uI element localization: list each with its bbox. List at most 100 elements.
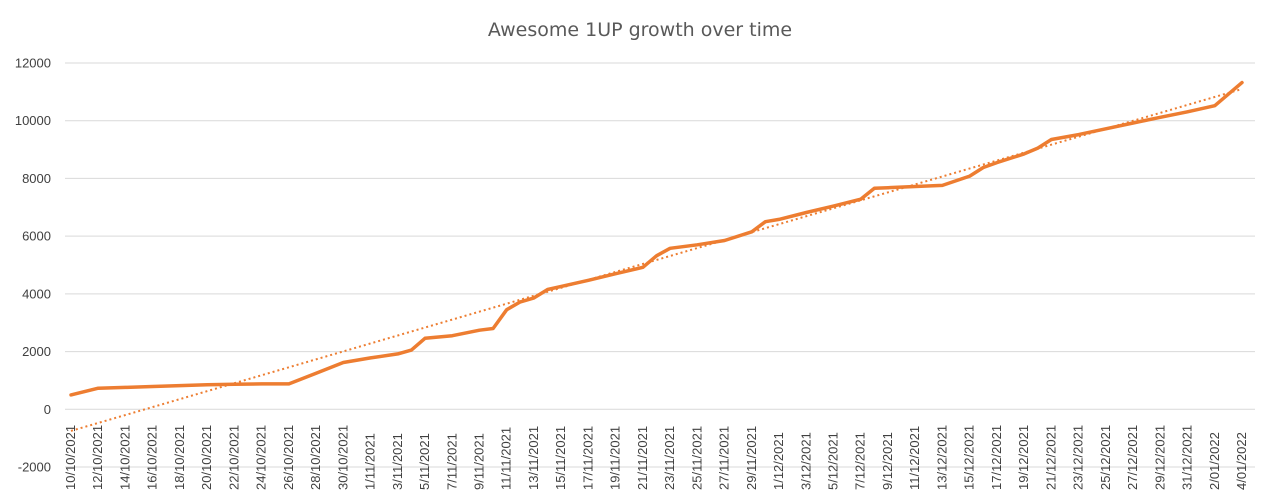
data-point xyxy=(777,218,781,221)
x-tick-label: 5/11/2021 xyxy=(417,433,432,490)
data-point xyxy=(614,272,617,275)
x-tick-label: 17/12/2021 xyxy=(989,425,1004,490)
data-point xyxy=(805,211,808,214)
x-tick-label: 14/10/2021 xyxy=(117,425,132,490)
x-tick-label: 13/11/2021 xyxy=(526,426,541,490)
y-tick-label: 4000 xyxy=(22,286,51,301)
x-tick-label: 4/01/2022 xyxy=(1234,432,1249,490)
data-point xyxy=(1186,110,1189,114)
y-tick-label: 8000 xyxy=(22,171,51,186)
x-tick-label: 21/11/2021 xyxy=(635,426,650,490)
data-point xyxy=(696,243,699,246)
x-tick-label: 20/10/2021 xyxy=(199,425,214,490)
x-tick-label: 10/10/2021 xyxy=(63,425,78,490)
data-point xyxy=(233,383,236,386)
data-point xyxy=(560,285,563,288)
x-tick-label: 7/12/2021 xyxy=(853,432,868,490)
data-point xyxy=(178,384,182,387)
data-point xyxy=(491,327,495,330)
data-point xyxy=(764,220,767,223)
data-point xyxy=(859,198,862,201)
x-tick-label: 13/12/2021 xyxy=(934,425,949,490)
data-point xyxy=(886,186,890,189)
x-tick-label: 3/11/2021 xyxy=(390,433,405,490)
data-point xyxy=(982,166,985,169)
data-point xyxy=(1050,138,1053,141)
x-tick-label: 2/01/2022 xyxy=(1207,432,1222,490)
y-tick-label: 6000 xyxy=(22,229,51,244)
data-point xyxy=(124,386,127,389)
data-point xyxy=(1240,81,1244,84)
data-point xyxy=(641,266,645,269)
data-point xyxy=(1022,152,1026,156)
data-point xyxy=(873,187,876,190)
data-point xyxy=(723,239,726,242)
data-point xyxy=(750,230,753,233)
series-points xyxy=(69,81,1244,397)
data-point xyxy=(69,393,73,397)
data-point xyxy=(1077,133,1080,136)
data-point xyxy=(532,296,536,300)
x-tick-label: 12/10/2021 xyxy=(90,425,105,490)
x-tick-label: 11/12/2021 xyxy=(907,426,922,490)
x-tick-label: 9/11/2021 xyxy=(471,433,486,490)
x-tick-label: 7/11/2021 xyxy=(444,433,459,490)
data-point xyxy=(587,279,590,282)
data-point xyxy=(451,334,454,337)
data-point xyxy=(342,361,345,364)
x-tick-label: 25/11/2021 xyxy=(689,426,704,490)
x-tick-label: 5/12/2021 xyxy=(826,432,841,490)
x-tick-label: 15/12/2021 xyxy=(962,425,977,490)
y-tick-label: 10000 xyxy=(15,113,51,128)
data-point xyxy=(668,247,672,250)
data-point xyxy=(410,348,413,352)
x-tick-label: 11/11/2021 xyxy=(499,427,514,490)
data-point xyxy=(1131,121,1135,125)
x-tick-label: 28/10/2021 xyxy=(308,425,323,490)
data-point xyxy=(546,288,549,291)
x-axis-tick-labels: 10/10/2021 12/10/2021 14/10/2021 16/10/2021… xyxy=(63,425,1249,490)
x-tick-label: 17/11/2021 xyxy=(580,426,595,490)
x-tick-label: 21/12/2021 xyxy=(1043,425,1058,490)
x-tick-label: 15/11/2021 xyxy=(553,426,568,490)
data-point xyxy=(505,308,508,311)
data-point xyxy=(914,185,917,188)
x-tick-label: 3/12/2021 xyxy=(798,432,813,490)
x-tick-label: 30/10/2021 xyxy=(335,425,350,490)
y-tick-label: 2000 xyxy=(22,344,51,359)
data-point xyxy=(519,300,522,304)
x-tick-label: 18/10/2021 xyxy=(172,425,187,490)
y-axis-tick-labels: -2000 0 2000 4000 6000 8000 10000 12000 xyxy=(15,56,51,475)
data-point xyxy=(396,352,399,356)
x-tick-label: 23/12/2021 xyxy=(1071,425,1086,490)
x-tick-label: 27/12/2021 xyxy=(1125,425,1140,490)
x-tick-label: 1/11/2021 xyxy=(363,433,378,490)
data-point xyxy=(260,382,263,386)
data-point xyxy=(655,254,658,257)
data-point xyxy=(832,204,835,208)
x-tick-label: 1/12/2021 xyxy=(771,432,786,490)
data-point xyxy=(151,385,154,388)
x-tick-label: 22/10/2021 xyxy=(226,425,241,490)
data-point xyxy=(941,184,944,187)
x-tick-label: 16/10/2021 xyxy=(145,425,160,490)
data-point xyxy=(97,387,100,390)
x-tick-label: 27/11/2021 xyxy=(717,426,732,490)
data-point xyxy=(968,174,971,178)
x-tick-label: 9/12/2021 xyxy=(880,432,895,490)
x-tick-label: 29/12/2021 xyxy=(1152,425,1167,490)
data-point xyxy=(1036,146,1040,150)
data-point xyxy=(369,356,372,360)
linear-trendline xyxy=(70,88,1243,432)
data-point xyxy=(1159,116,1162,119)
x-tick-label: 29/11/2021 xyxy=(744,426,759,490)
y-tick-label: 12000 xyxy=(15,56,51,71)
x-tick-label: 24/10/2021 xyxy=(254,425,269,490)
data-point xyxy=(314,372,318,375)
data-point xyxy=(206,383,209,386)
chart-title: Awesome 1UP growth over time xyxy=(488,19,792,41)
x-tick-label: 23/11/2021 xyxy=(662,426,677,490)
y-tick-label: 0 xyxy=(44,402,51,417)
